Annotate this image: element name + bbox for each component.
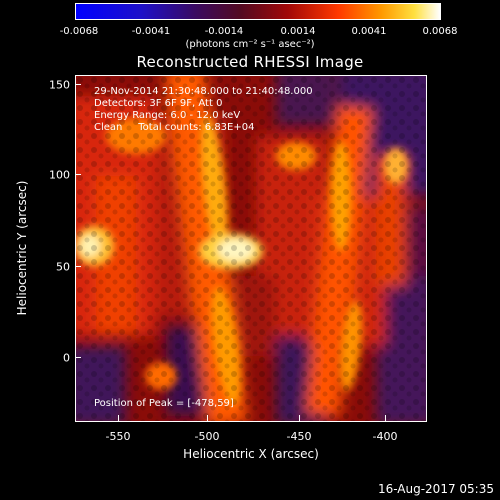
x-axis-label: Heliocentric X (arcsec) (183, 447, 319, 461)
energy-range-label: Energy Range: 6.0 - 12.0 keV (94, 110, 241, 121)
colorbar-units: (photons cm⁻² s⁻¹ asec⁻²) (185, 39, 315, 50)
y-axis-label: Heliocentric Y (arcsec) (15, 180, 29, 316)
x-tick-label: -450 (286, 430, 312, 443)
y-tick-mark (75, 174, 81, 175)
rhessi-image (75, 75, 427, 422)
image-raster (76, 76, 426, 421)
x-tick-label: -500 (194, 430, 220, 443)
y-tick-label: 100 (49, 168, 70, 182)
x-tick-mark (207, 415, 208, 421)
y-tick-mark (75, 84, 81, 85)
colorbar (75, 3, 441, 20)
colorbar-tick-label: 0.0041 (351, 26, 387, 37)
x-tick-mark (299, 415, 300, 421)
image-title: Reconstructed RHESSI Image (136, 53, 364, 71)
x-tick-mark (385, 415, 386, 421)
colorbar-tick-label: -0.0068 (59, 26, 99, 37)
y-tick-label: 150 (49, 78, 70, 92)
colorbar-tick-label: 0.0014 (280, 26, 316, 37)
colorbar-tick-label: -0.0041 (131, 26, 171, 37)
peak-position-label: Position of Peak = [-478,59] (94, 398, 234, 409)
colorbar-tick-label: -0.0014 (204, 26, 244, 37)
x-tick-mark (118, 415, 119, 421)
x-tick-label: -550 (105, 430, 131, 443)
x-tick-label: -400 (372, 430, 398, 443)
colorbar-tick-label: 0.0068 (422, 26, 458, 37)
y-tick-mark (75, 266, 81, 267)
detectors-label: Detectors: 3F 6F 9F, Att 0 (94, 98, 223, 109)
y-tick-label: 50 (56, 260, 70, 274)
method-counts-label: Clean Total counts: 6.83E+04 (94, 122, 255, 133)
y-tick-label: 0 (63, 351, 70, 365)
observation-time: 29-Nov-2014 21:30:48.000 to 21:40:48.000 (94, 86, 313, 97)
y-tick-mark (75, 357, 81, 358)
colorbar-gradient (76, 4, 440, 19)
timestamp: 16-Aug-2017 05:35 (377, 482, 494, 496)
